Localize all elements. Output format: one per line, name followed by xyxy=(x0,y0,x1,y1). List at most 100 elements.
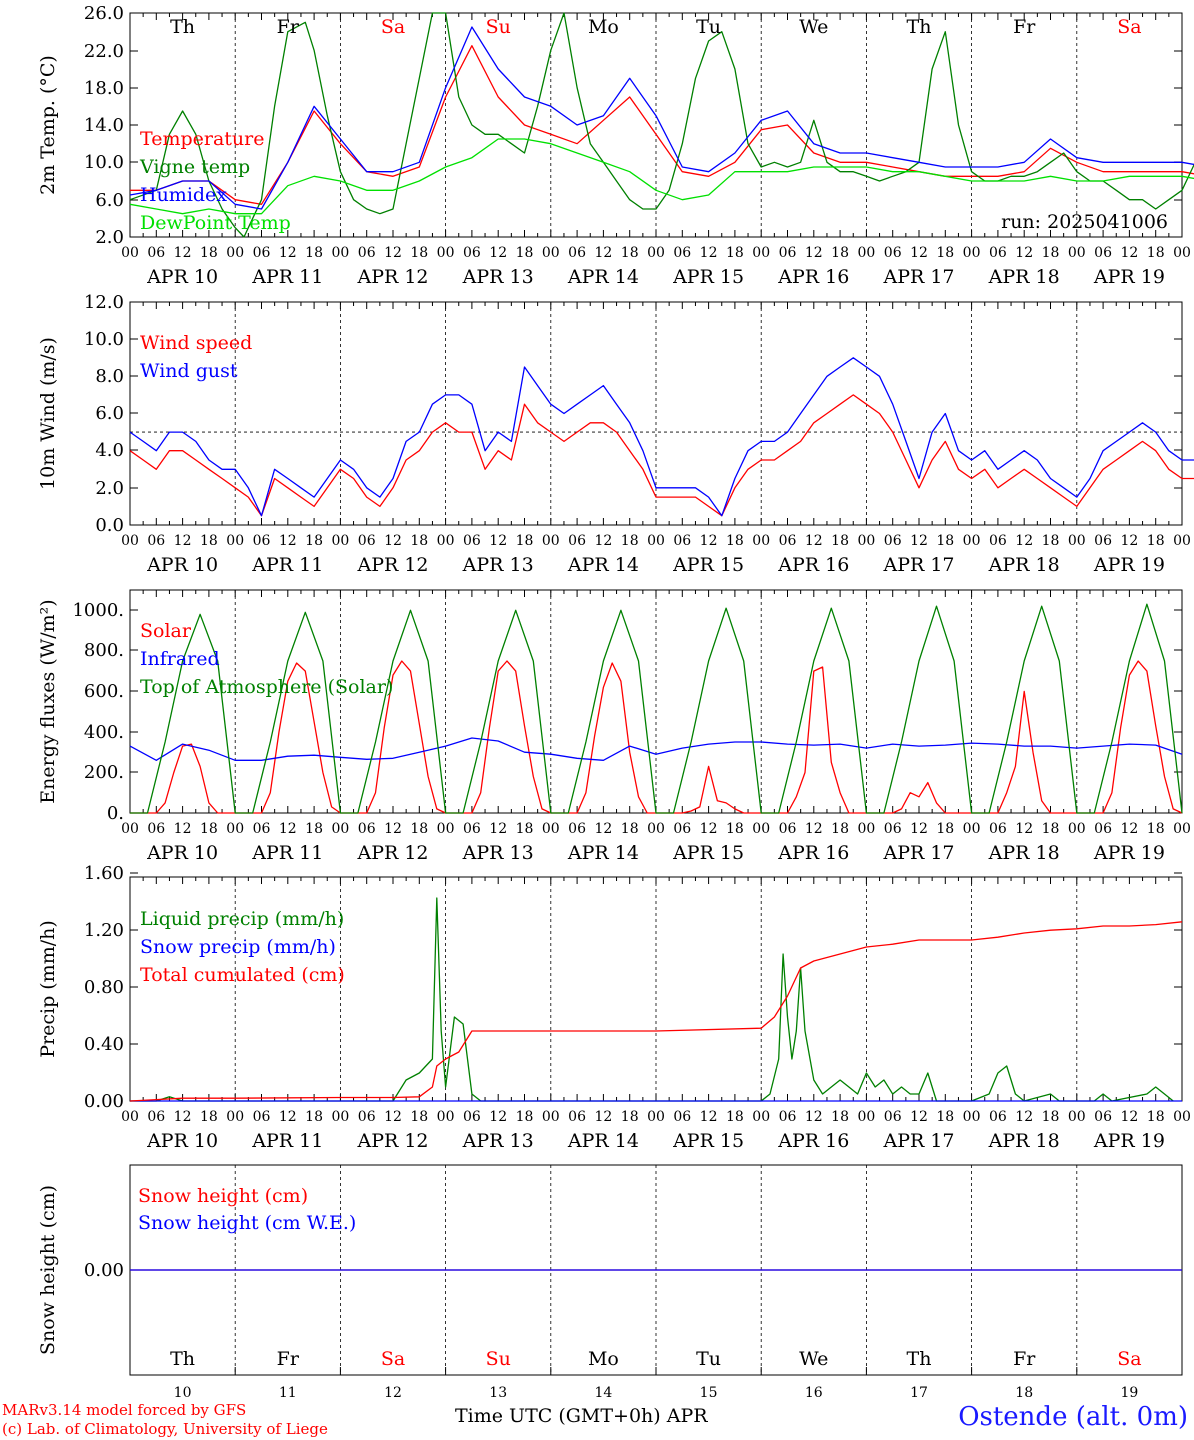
legend-entry: Top of Atmosphere (Solar) xyxy=(140,676,393,698)
hour-tick-label: 00 xyxy=(752,245,770,261)
hour-tick-label: 12 xyxy=(174,821,192,837)
time-axis-label: Time UTC (GMT+0h) APR xyxy=(455,1405,708,1427)
hour-tick-label: 00 xyxy=(437,1109,455,1125)
y-tick-label: 18.0 xyxy=(84,78,124,99)
hour-tick-label: 18 xyxy=(726,821,744,837)
hour-tick-label: 06 xyxy=(673,245,691,261)
hour-tick-label: 00 xyxy=(647,821,665,837)
hour-tick-label: 00 xyxy=(1068,1109,1086,1125)
hour-tick-label: 00 xyxy=(1173,533,1191,549)
hour-tick-label: 06 xyxy=(358,1109,376,1125)
hour-tick-label: 18 xyxy=(621,1109,639,1125)
y-tick-label: 1.60 xyxy=(84,863,124,884)
hour-tick-label: 06 xyxy=(1094,245,1112,261)
lab-credit: (c) Lab. of Climatology, University of L… xyxy=(2,1420,328,1438)
series-line xyxy=(129,138,1194,215)
y-tick-label: 200. xyxy=(84,762,124,783)
hour-tick-label: 12 xyxy=(594,533,612,549)
hour-tick-label: 18 xyxy=(936,1109,954,1125)
hour-tick-label: 12 xyxy=(279,245,297,261)
day-number-label: 12 xyxy=(384,1385,402,1401)
hour-tick-label: 00 xyxy=(437,821,455,837)
hour-tick-label: 06 xyxy=(463,533,481,549)
y-tick-label: 6.0 xyxy=(95,190,124,211)
hour-tick-label: 06 xyxy=(463,821,481,837)
date-label: APR 19 xyxy=(1093,266,1165,288)
date-label: APR 10 xyxy=(146,266,218,288)
hour-tick-label: 12 xyxy=(279,821,297,837)
hour-tick-label: 00 xyxy=(121,1109,139,1125)
hour-tick-label: 06 xyxy=(884,1109,902,1125)
series-line xyxy=(130,660,1183,814)
hour-tick-label: 12 xyxy=(700,533,718,549)
date-label: APR 12 xyxy=(356,266,428,288)
weekday-label: Tu xyxy=(696,16,721,38)
hour-tick-label: 00 xyxy=(331,821,349,837)
hour-tick-label: 12 xyxy=(174,533,192,549)
hour-tick-label: 00 xyxy=(857,245,875,261)
date-label: APR 13 xyxy=(462,842,534,864)
hour-tick-label: 00 xyxy=(226,533,244,549)
hour-tick-label: 18 xyxy=(831,245,849,261)
hour-tick-label: 06 xyxy=(1094,821,1112,837)
date-label: APR 15 xyxy=(672,266,744,288)
date-label: APR 16 xyxy=(777,842,849,864)
hour-tick-label: 06 xyxy=(147,1109,165,1125)
series-line xyxy=(129,357,1194,517)
day-number-label: 16 xyxy=(805,1385,823,1401)
weekday-label: We xyxy=(799,16,828,38)
legend-entry: DewPoint Temp xyxy=(140,212,291,234)
legend-entry: Snow height (cm) xyxy=(138,1185,308,1207)
hour-tick-label: 12 xyxy=(910,533,928,549)
hour-tick-label: 18 xyxy=(516,1109,534,1125)
date-label: APR 18 xyxy=(988,842,1060,864)
hour-tick-label: 12 xyxy=(1120,821,1138,837)
date-label: APR 17 xyxy=(882,554,954,576)
day-number-label: 15 xyxy=(700,1385,718,1401)
hour-tick-label: 12 xyxy=(1015,821,1033,837)
date-label: APR 16 xyxy=(777,1130,849,1152)
hour-tick-label: 12 xyxy=(594,821,612,837)
y-tick-label: 0.0 xyxy=(95,515,124,536)
hour-tick-label: 06 xyxy=(779,821,797,837)
date-label: APR 13 xyxy=(462,1130,534,1152)
hour-tick-label: 00 xyxy=(1068,533,1086,549)
hour-tick-label: 12 xyxy=(279,533,297,549)
day-number-label: 11 xyxy=(279,1385,297,1401)
hour-tick-label: 06 xyxy=(568,245,586,261)
hour-tick-label: 12 xyxy=(1015,533,1033,549)
series-line xyxy=(129,921,1183,1102)
y-tick-label: 800. xyxy=(84,640,124,661)
hour-tick-label: 06 xyxy=(253,1109,271,1125)
panel-frame xyxy=(129,589,1183,814)
hour-tick-label: 18 xyxy=(305,1109,323,1125)
hour-tick-label: 06 xyxy=(989,245,1007,261)
hour-tick-label: 18 xyxy=(410,821,428,837)
day-number-label: 14 xyxy=(594,1385,612,1401)
date-label: APR 14 xyxy=(567,1130,639,1152)
hour-tick-label: 18 xyxy=(200,1109,218,1125)
weekday-label: Sa xyxy=(1117,16,1141,38)
hour-tick-label: 12 xyxy=(700,245,718,261)
date-label: APR 12 xyxy=(356,1130,428,1152)
legend-entry: Temperature xyxy=(140,128,264,150)
date-label: APR 17 xyxy=(882,1130,954,1152)
weekday-label: Su xyxy=(486,16,511,38)
hour-tick-label: 18 xyxy=(621,821,639,837)
weekday-label: Su xyxy=(486,1348,511,1370)
hour-tick-label: 00 xyxy=(1173,1109,1191,1125)
hour-tick-label: 12 xyxy=(489,821,507,837)
hour-tick-label: 06 xyxy=(989,533,1007,549)
hour-tick-label: 12 xyxy=(805,245,823,261)
hour-tick-label: 06 xyxy=(673,533,691,549)
y-tick-label: 14.0 xyxy=(84,115,124,136)
hour-tick-label: 06 xyxy=(147,245,165,261)
day-number-label: 18 xyxy=(1015,1385,1033,1401)
legend-entry: Snow height (cm W.E.) xyxy=(138,1212,356,1234)
y-tick-label: 2.0 xyxy=(95,227,124,248)
hour-tick-label: 12 xyxy=(1120,533,1138,549)
weekday-label: Tu xyxy=(696,1348,721,1370)
y-axis-label: Precip (mm/h) xyxy=(37,920,59,1058)
hour-tick-label: 00 xyxy=(647,1109,665,1125)
hour-tick-label: 12 xyxy=(384,245,402,261)
